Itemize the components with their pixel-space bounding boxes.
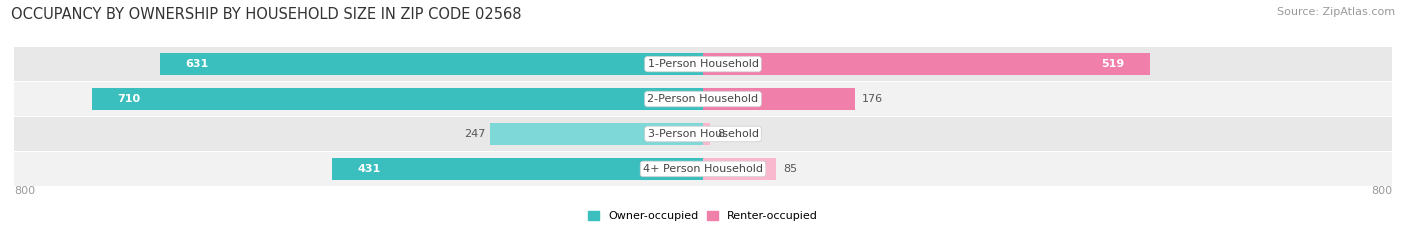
Text: 800: 800 (14, 186, 35, 196)
Text: 176: 176 (862, 94, 883, 104)
Text: 431: 431 (357, 164, 381, 174)
Text: 519: 519 (1101, 59, 1125, 69)
Bar (14, 152, 1392, 186)
Legend: Owner-occupied, Renter-occupied: Owner-occupied, Renter-occupied (583, 207, 823, 226)
Bar (14, 117, 1392, 151)
Bar (703, 158, 776, 180)
Bar (703, 88, 855, 110)
Text: 1-Person Household: 1-Person Household (648, 59, 758, 69)
Text: OCCUPANCY BY OWNERSHIP BY HOUSEHOLD SIZE IN ZIP CODE 02568: OCCUPANCY BY OWNERSHIP BY HOUSEHOLD SIZE… (11, 7, 522, 22)
Bar (91, 88, 703, 110)
Text: 85: 85 (783, 164, 797, 174)
Text: Source: ZipAtlas.com: Source: ZipAtlas.com (1277, 7, 1395, 17)
Text: 2-Person Household: 2-Person Household (647, 94, 759, 104)
Bar (14, 82, 1392, 116)
Text: 247: 247 (464, 129, 486, 139)
Bar (703, 53, 1150, 75)
Bar (491, 123, 703, 145)
Text: 3-Person Household: 3-Person Household (648, 129, 758, 139)
Bar (332, 158, 703, 180)
Text: 4+ Person Household: 4+ Person Household (643, 164, 763, 174)
Text: 800: 800 (1371, 186, 1392, 196)
Text: 8: 8 (717, 129, 724, 139)
Bar (14, 47, 1392, 81)
Bar (160, 53, 703, 75)
Text: 631: 631 (186, 59, 208, 69)
Bar (703, 123, 710, 145)
Text: 710: 710 (117, 94, 141, 104)
